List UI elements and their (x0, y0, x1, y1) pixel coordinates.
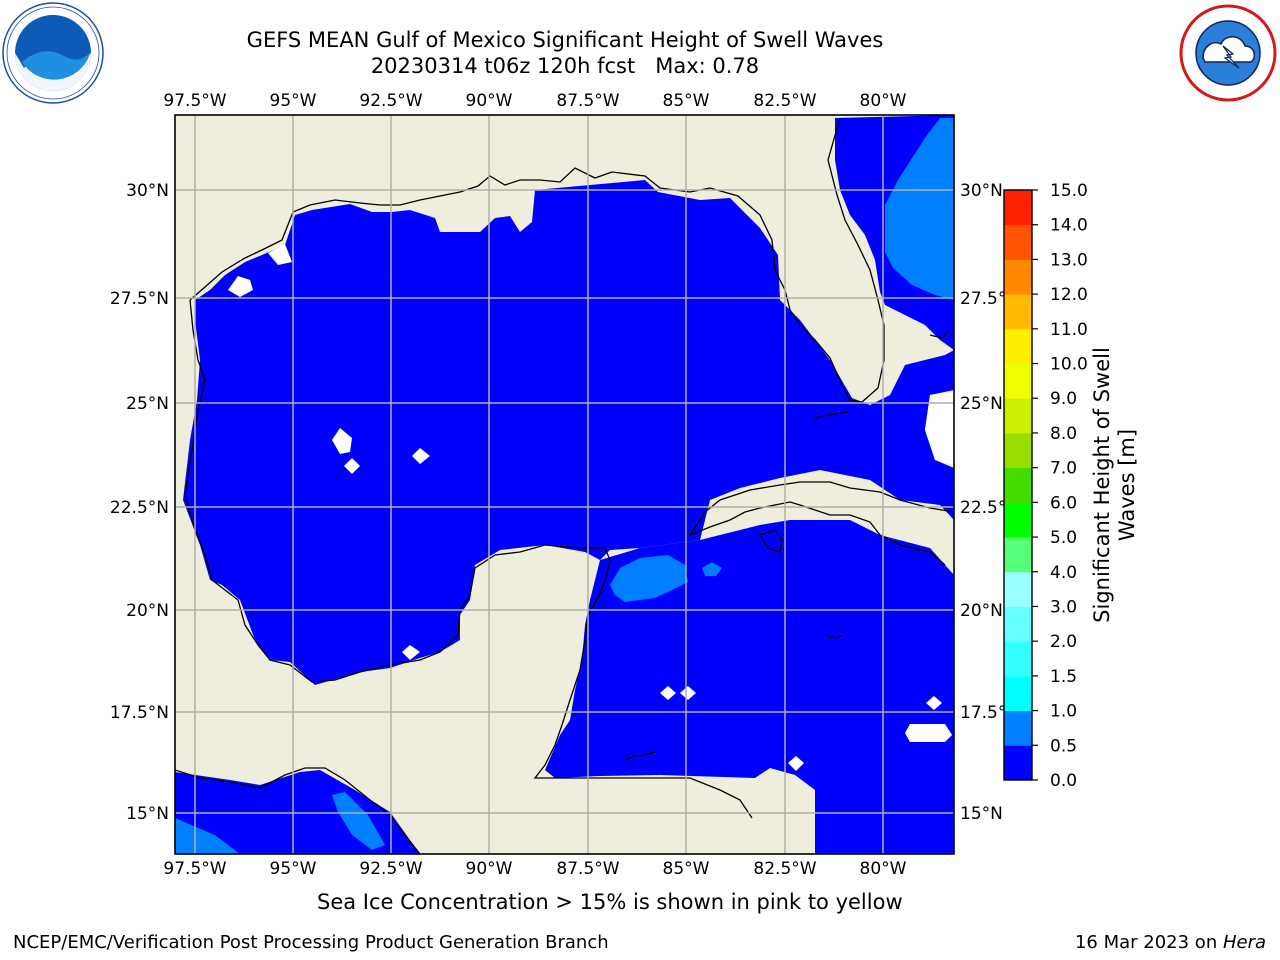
lat-tick-label: 17.5°N (110, 703, 169, 723)
noaa-logo-icon (2, 2, 104, 104)
caribbean-ocean-field (545, 520, 954, 854)
lon-tick-label: 95°W (270, 91, 317, 111)
lon-ticks-bottom: 97.5°W 95°W 92.5°W 90°W 87.5°W 85°W 82.5… (163, 859, 906, 879)
sea-ice-caption: Sea Ice Concentration > 15% is shown in … (317, 890, 903, 914)
lat-tick-label: 20°N (126, 601, 169, 621)
map-frame (174, 114, 955, 855)
lon-tick-label: 90°W (466, 859, 513, 879)
colorbar-tick-label: 6.0 (1050, 493, 1077, 513)
colorbar-segment (1004, 363, 1032, 399)
swell-area-caribbean-2 (702, 562, 722, 576)
lon-tick-label: 97.5°W (163, 91, 226, 111)
footer-host: Hera (1222, 932, 1266, 953)
colorbar-tick-label: 9.0 (1050, 389, 1077, 409)
swell-area-pacific (175, 818, 240, 854)
colorbar-segment (1004, 710, 1032, 746)
lon-tick-label: 85°W (663, 859, 710, 879)
colorbar-segment (1004, 606, 1032, 642)
colorbar-segment (1004, 641, 1032, 677)
map-plot-area (175, 115, 954, 854)
lat-tick-label: 30°N (126, 181, 169, 201)
lon-ticks-top: 97.5°W 95°W 92.5°W 90°W 87.5°W 85°W 82.5… (163, 91, 906, 111)
colorbar-segment (1004, 745, 1032, 781)
gridlines (175, 115, 954, 854)
colorbar-tick-label: 10.0 (1050, 355, 1088, 375)
colorbar-tick-label: 11.0 (1050, 320, 1088, 340)
nws-logo-icon (1178, 3, 1278, 103)
swell-area-caribbean (610, 555, 688, 602)
colorbar-segment (1004, 537, 1032, 573)
colorbar-tick-label: 13.0 (1050, 250, 1088, 270)
colorbar-segment (1004, 398, 1032, 434)
colorbar-tick-label: 12.0 (1050, 285, 1088, 305)
lon-tick-label: 92.5°W (359, 91, 422, 111)
colorbar-frame (1003, 189, 1033, 781)
lon-tick-label: 85°W (663, 91, 710, 111)
lon-tick-label: 95°W (270, 859, 317, 879)
no-data-patches (228, 244, 954, 771)
colorbar-tick-label: 3.0 (1050, 597, 1077, 617)
colorbar-tick-label: 7.0 (1050, 459, 1077, 479)
colorbar-tick-label: 14.0 (1050, 216, 1088, 236)
colorbar-segment (1004, 571, 1032, 607)
footer-date: 16 Mar 2023 on Hera (1075, 932, 1266, 953)
colorbar-segment (1004, 328, 1032, 365)
lon-tick-label: 82.5°W (753, 859, 816, 879)
footer-credit: NCEP/EMC/Verification Post Processing Pr… (13, 932, 609, 953)
lat-tick-label: 25°N (960, 394, 1003, 414)
lat-tick-label: 20°N (960, 601, 1003, 621)
lat-tick-label: 25°N (126, 394, 169, 414)
lon-tick-label: 92.5°W (359, 859, 422, 879)
lat-tick-label: 15°N (126, 804, 169, 824)
footer-date-text: 16 Mar 2023 on (1074, 932, 1223, 953)
lat-tick-label: 15°N (960, 804, 1003, 824)
lat-ticks-left: 30°N 27.5°N 25°N 22.5°N 20°N 17.5°N 15°N (110, 181, 169, 824)
colorbar-segment (1004, 432, 1032, 469)
colorbar-segment (1004, 675, 1032, 712)
colorbar-segment (1004, 502, 1032, 538)
lon-tick-label: 87.5°W (556, 91, 619, 111)
colorbar-tick-label: 2.0 (1050, 632, 1077, 652)
map-subtitle: 20230314 t06z 120h fcst Max: 0.78 (370, 54, 760, 78)
gulf-ocean-field (183, 180, 954, 685)
lon-tick-label: 82.5°W (753, 91, 816, 111)
colorbar-tick-label: 0.5 (1050, 736, 1077, 756)
colorbar-segment (1004, 467, 1032, 503)
map-title: GEFS MEAN Gulf of Mexico Significant Hei… (246, 28, 884, 52)
colorbar-segment (1004, 294, 1032, 330)
colorbar-ticks: 0.0 0.5 1.0 1.5 2.0 3.0 4.0 5.0 6.0 7.0 8.0 9.0 10.0… (1032, 181, 1088, 791)
lon-tick-label: 90°W (466, 91, 513, 111)
lon-tick-label: 87.5°W (556, 859, 619, 879)
colorbar-tick-label: 1.5 (1050, 667, 1077, 687)
colorbar-segment (1004, 224, 1032, 260)
lat-tick-label: 22.5°N (110, 498, 169, 518)
colorbar-segment (1004, 259, 1032, 295)
colorbar-tick-label: 1.0 (1050, 702, 1077, 722)
lat-tick-label: 27.5°N (110, 289, 169, 309)
swell-area-pacific-2 (332, 792, 385, 850)
colorbar-tick-label: 5.0 (1050, 528, 1077, 548)
lon-tick-label: 97.5°W (163, 859, 226, 879)
colorbar-tick-label: 4.0 (1050, 563, 1077, 583)
colorbar-tick-label: 15.0 (1050, 181, 1088, 201)
colorbar (1003, 189, 1033, 781)
colorbar-tick-label: 8.0 (1050, 424, 1077, 444)
colorbar-tick-label: 0.0 (1050, 771, 1077, 791)
colorbar-segment (1004, 190, 1032, 226)
lat-tick-label: 30°N (960, 181, 1003, 201)
lon-tick-label: 80°W (860, 91, 907, 111)
lon-tick-label: 80°W (860, 859, 907, 879)
colorbar-label: Significant Height of Swell Waves [m] (1090, 347, 1139, 623)
swell-area-atlantic (885, 118, 954, 300)
